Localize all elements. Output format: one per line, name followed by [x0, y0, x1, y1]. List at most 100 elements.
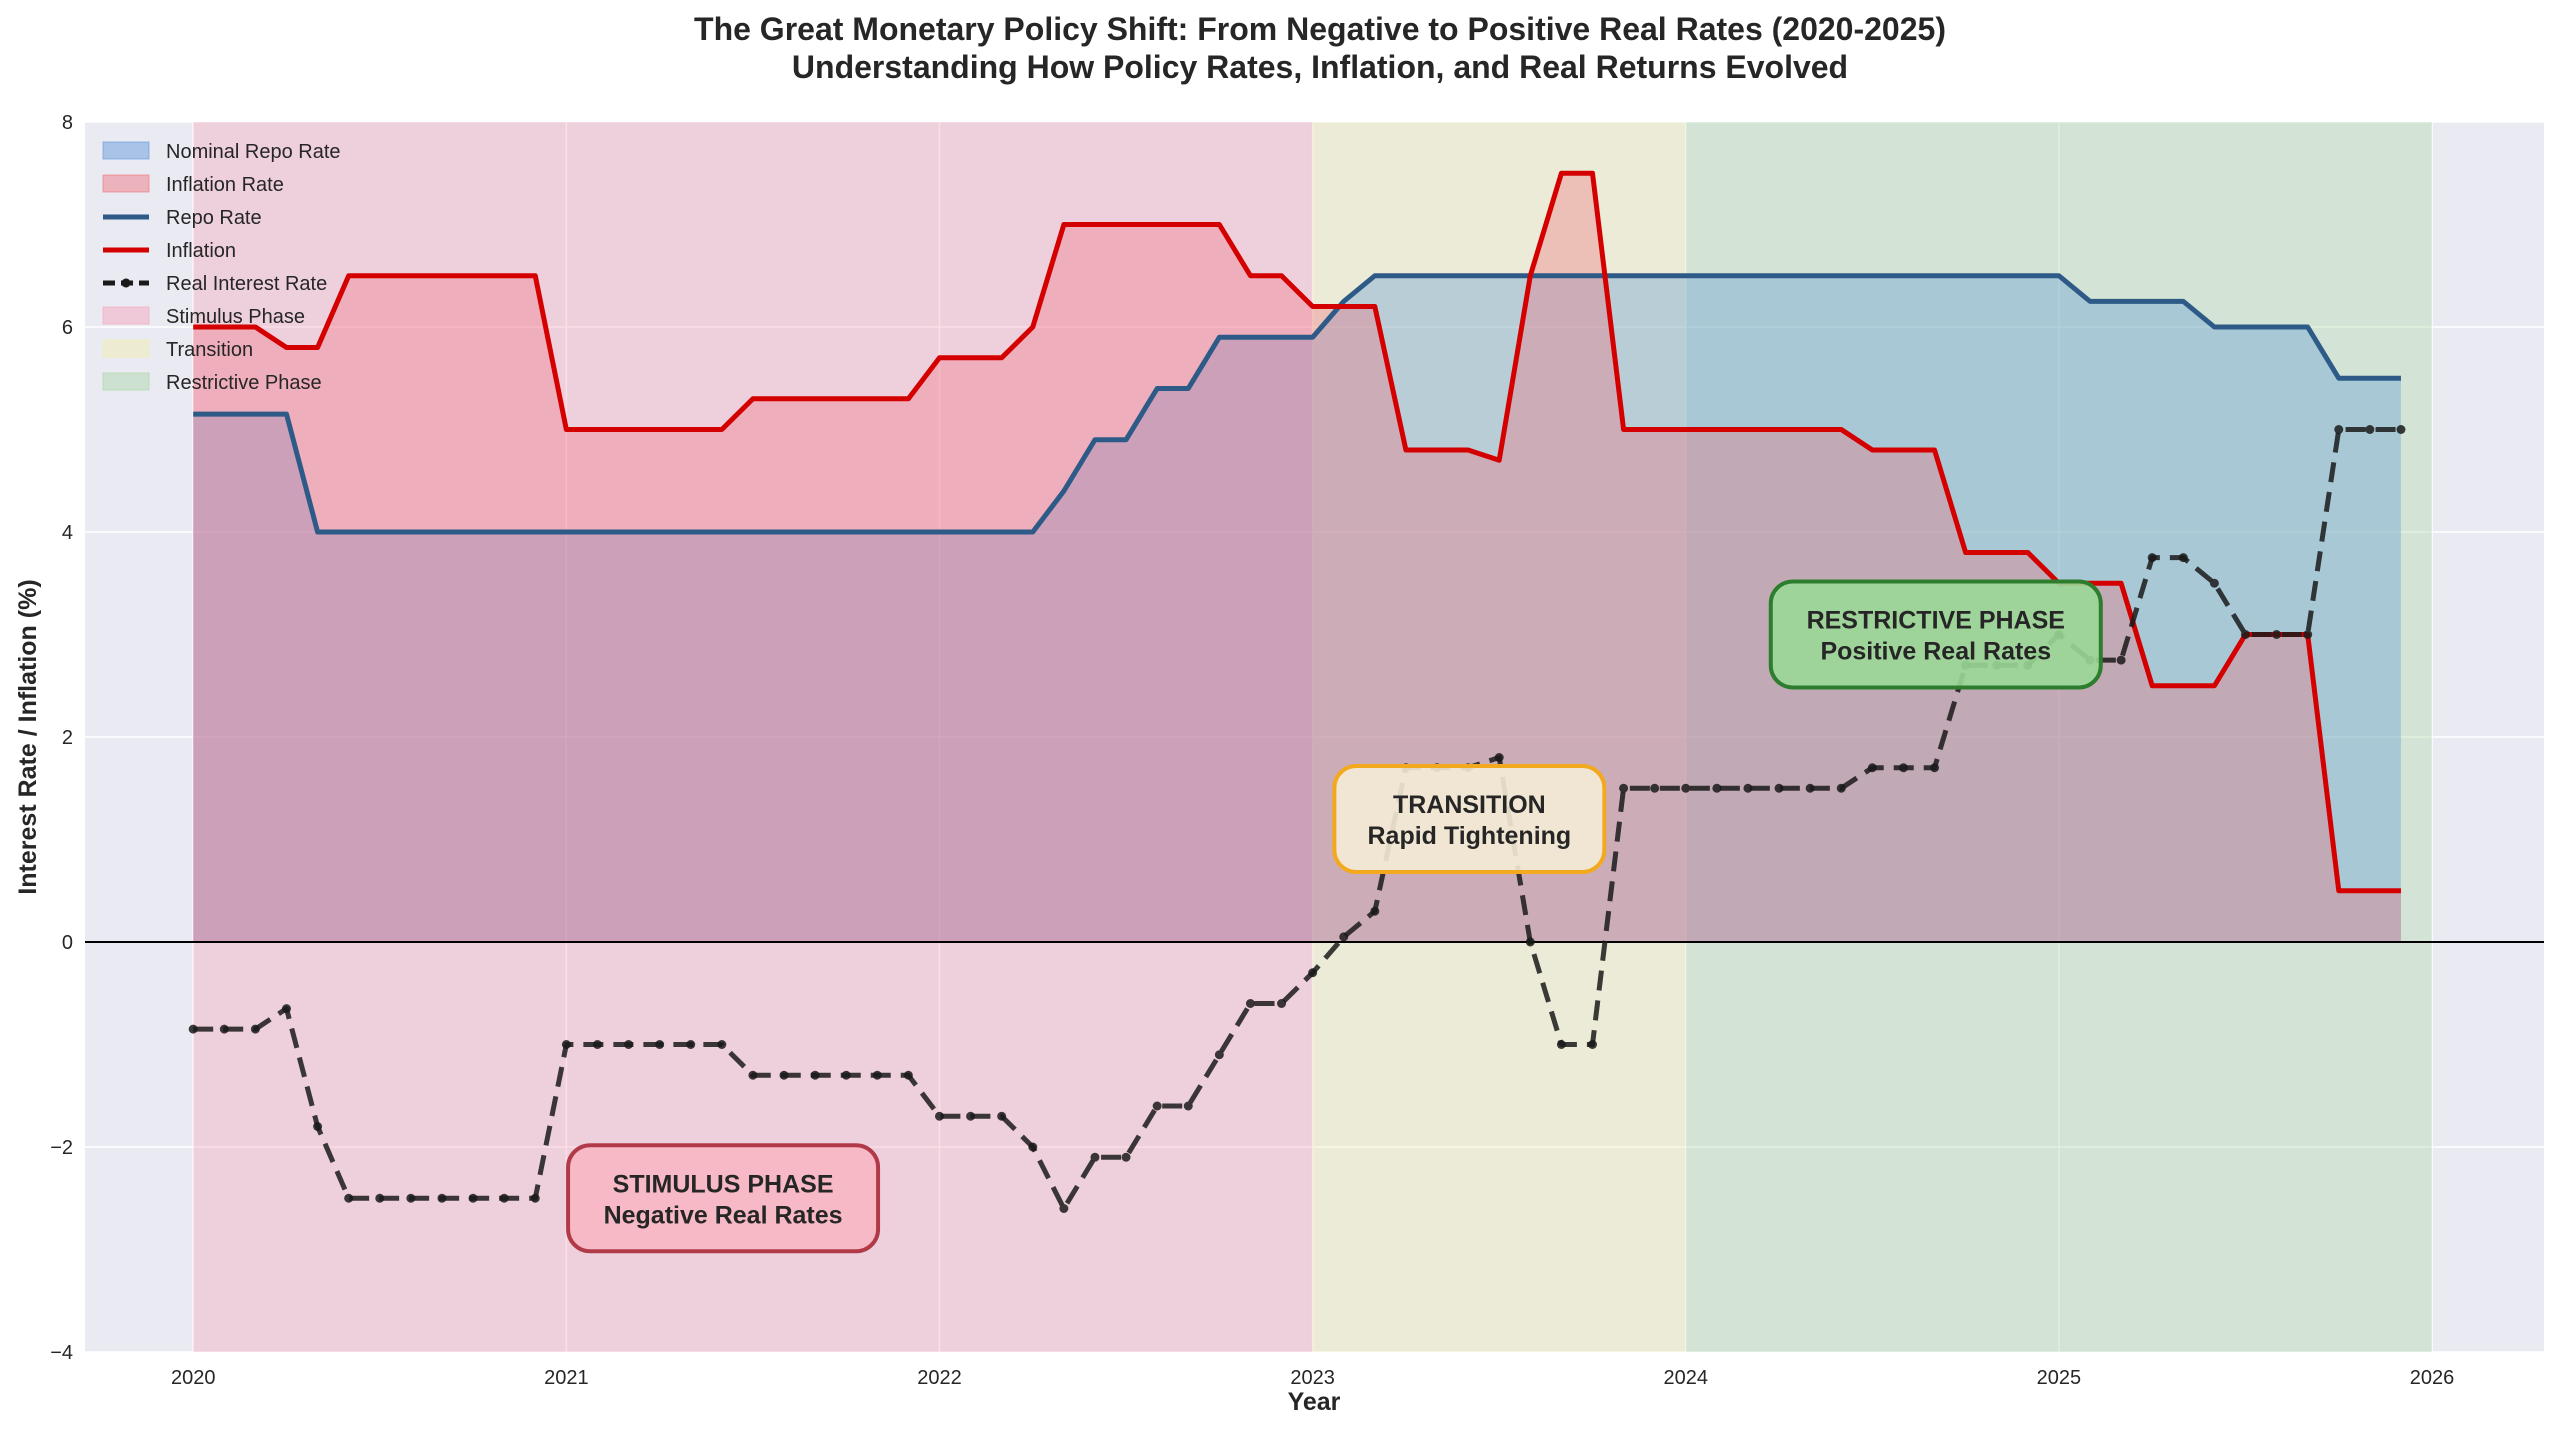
real-rate-point — [779, 1070, 789, 1080]
real-rate-point — [1619, 783, 1629, 793]
legend-label: Transition — [166, 339, 253, 361]
real-rate-point — [1525, 937, 1535, 947]
real-rate-point — [1308, 968, 1318, 978]
annotations: STIMULUS PHASE Negative Real Rates TRANSIT… — [566, 579, 2103, 1254]
annotation-frame — [1768, 579, 2103, 690]
legend-item-inflation: Inflation — [103, 240, 236, 262]
x-tick-label: 2022 — [917, 1367, 962, 1389]
real-rate-point — [966, 1111, 976, 1121]
x-tick-label: 2024 — [1664, 1367, 1709, 1389]
chart-subtitle: Understanding How Policy Rates, Inflatio… — [792, 49, 1848, 85]
legend-item-transition: Transition — [102, 339, 253, 361]
real-rate-point — [1059, 1204, 1069, 1213]
x-tick-label: 2023 — [1290, 1367, 1335, 1389]
real-rate-point — [2147, 553, 2157, 563]
legend-item-inflation-rate: Inflation Rate — [102, 174, 284, 196]
legend: Nominal Repo Rate Inflation Rate Repo Rate… — [102, 141, 341, 394]
legend-item-restrictive-phase: Restrictive Phase — [102, 372, 322, 394]
area-fills — [193, 173, 2401, 942]
y-tick-label: 8 — [62, 112, 73, 134]
area-fill-nominal-repo-rate — [193, 275, 2401, 942]
legend-item-stimulus-phase: Stimulus Phase — [102, 306, 305, 328]
area-fill-inflation-rate — [193, 173, 2401, 942]
real-rate-point — [997, 1111, 1007, 1121]
real-rate-point — [250, 1024, 260, 1034]
legend-label: Inflation — [166, 240, 236, 262]
real-rate-point — [1774, 783, 1784, 793]
legend-swatch — [102, 174, 150, 193]
legend-item-nominal-repo-rate: Nominal Repo Rate — [102, 141, 341, 163]
real-rate-point — [1930, 763, 1940, 773]
x-tick-label: 2021 — [544, 1367, 589, 1389]
x-axis-label: Year — [1288, 1388, 1341, 1416]
legend-label: Stimulus Phase — [166, 306, 305, 328]
real-rate-point — [406, 1193, 416, 1203]
real-rate-point — [2365, 425, 2375, 434]
annotation-box: STIMULUS PHASE Negative Real Rates — [566, 1143, 881, 1254]
real-rate-point — [1681, 783, 1691, 793]
legend-item-real-interest-rate: Real Interest Rate — [103, 273, 327, 295]
real-rate-point — [1587, 1040, 1597, 1049]
annotation-box: RESTRICTIVE PHASE Positive Real Rates — [1768, 579, 2103, 690]
real-rate-point — [561, 1040, 571, 1049]
real-rate-point — [1214, 1050, 1224, 1060]
real-rate-point — [1712, 783, 1722, 793]
annotation-title: STIMULUS PHASE — [613, 1170, 834, 1198]
real-rate-point — [1028, 1142, 1038, 1152]
real-rate-point — [2396, 425, 2406, 434]
y-tick-label: 2 — [62, 727, 73, 749]
real-rate-point — [2303, 630, 2313, 639]
real-rate-point — [934, 1111, 944, 1121]
real-rate-point — [1339, 932, 1349, 942]
legend-marker — [121, 278, 131, 288]
phase-span-transition — [1312, 122, 1686, 1352]
real-rate-point — [1121, 1152, 1131, 1162]
real-rate-point — [903, 1070, 913, 1080]
legend-label: Inflation Rate — [166, 174, 284, 196]
real-rate-point — [1556, 1040, 1566, 1049]
legend-swatch — [102, 339, 150, 358]
real-rate-point — [1152, 1101, 1162, 1111]
real-rate-point — [2272, 630, 2282, 639]
x-tick-label: 2026 — [2410, 1367, 2455, 1389]
real-rate-point — [499, 1193, 509, 1203]
legend-label: Nominal Repo Rate — [166, 141, 341, 163]
real-rate-point — [1245, 999, 1255, 1008]
real-rate-point — [219, 1024, 229, 1034]
real-rate-point — [437, 1193, 447, 1203]
real-rate-point — [281, 1004, 291, 1014]
real-rate-point — [530, 1193, 540, 1203]
real-rate-point — [375, 1193, 385, 1203]
legend-label: Restrictive Phase — [166, 372, 322, 394]
real-rate-point — [2116, 655, 2126, 665]
real-rate-point — [1898, 763, 1908, 773]
legend-label: Repo Rate — [166, 207, 262, 229]
y-tick-label: −4 — [50, 1342, 73, 1364]
real-rate-point — [1183, 1101, 1193, 1111]
annotation-frame — [1332, 764, 1607, 874]
real-rate-point — [1743, 783, 1753, 793]
y-tick-label: 4 — [62, 522, 73, 544]
y-tick-label: 0 — [62, 932, 73, 954]
series-line-inflation — [193, 170, 2401, 894]
phase-spans — [193, 122, 2433, 1352]
legend-swatch — [102, 372, 150, 391]
real-rate-point — [1867, 763, 1877, 773]
annotation-subtitle: Positive Real Rates — [1820, 638, 2051, 666]
annotation-title: RESTRICTIVE PHASE — [1807, 607, 2065, 635]
real-rate-point — [1836, 783, 1846, 793]
real-rate-point — [1650, 783, 1660, 793]
y-axis-label: Interest Rate / Inflation (%) — [14, 579, 42, 894]
real-rate-point — [748, 1070, 758, 1080]
real-rate-point — [188, 1024, 198, 1034]
y-tick-label: 6 — [62, 317, 73, 339]
real-rate-point — [313, 1122, 323, 1131]
real-rate-point — [592, 1040, 602, 1049]
real-rate-point — [344, 1193, 354, 1203]
axis-ticks: 2020 2021 2022 2023 2024 2025 2026 −4 −2 0 2 4 6 8 — [50, 112, 2454, 1389]
real-rate-point — [2240, 630, 2250, 639]
real-rate-point — [810, 1070, 820, 1080]
real-rate-point — [1494, 753, 1504, 762]
real-rate-point — [872, 1070, 882, 1080]
